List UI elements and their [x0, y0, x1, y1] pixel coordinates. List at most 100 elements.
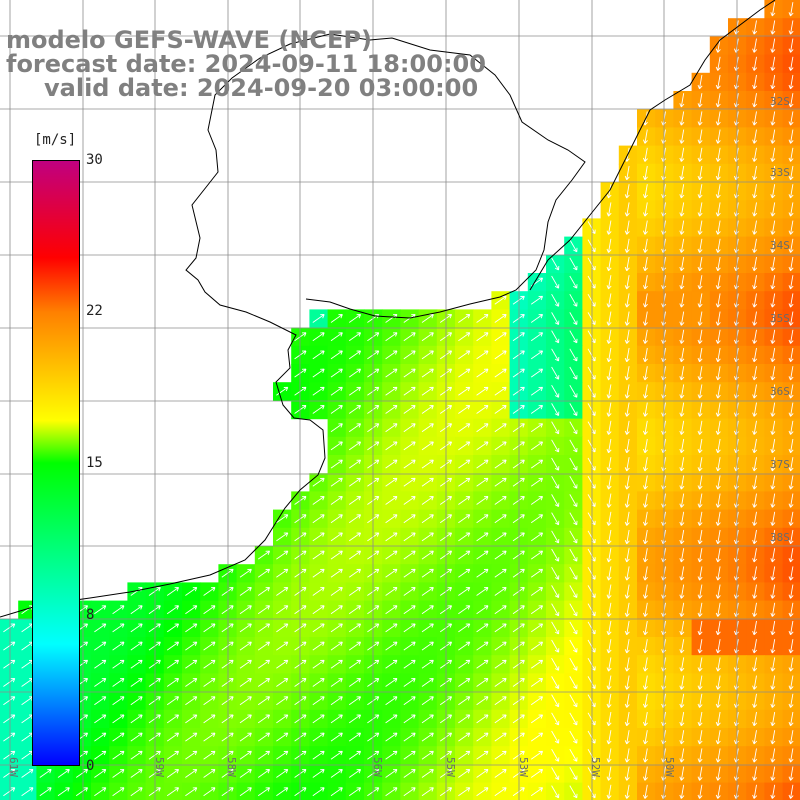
- wind-arrow: [403, 332, 416, 342]
- wind-arrow: [642, 475, 648, 490]
- wind-arrow: [697, 384, 703, 399]
- wind-arrow: [770, 420, 776, 435]
- wind-arrow: [770, 529, 776, 545]
- wind-arrow: [94, 787, 107, 797]
- wind-arrow: [624, 438, 630, 454]
- wind-arrow: [770, 129, 776, 144]
- wind-arrow: [421, 459, 434, 469]
- wind-arrow: [551, 257, 560, 271]
- wind-arrow: [606, 475, 612, 490]
- wind-arrow: [494, 769, 507, 778]
- wind-arrow: [551, 384, 560, 398]
- wind-arrow: [403, 714, 416, 724]
- wind-arrow: [112, 641, 125, 651]
- wind-arrow: [715, 402, 721, 417]
- wind-arrow: [476, 787, 489, 797]
- lon-label-61w: 61W: [7, 757, 20, 777]
- wind-arrow: [494, 295, 507, 305]
- wind-arrow: [642, 184, 648, 199]
- wind-arrow: [494, 332, 507, 342]
- wind-arrow: [239, 714, 252, 724]
- wind-arrow: [494, 441, 507, 451]
- wind-arrow: [385, 386, 398, 396]
- wind-arrow: [697, 548, 703, 563]
- wind-arrow: [624, 202, 630, 217]
- wind-arrow: [421, 659, 434, 669]
- wind-arrow: [788, 184, 794, 199]
- wind-arrow: [752, 184, 758, 199]
- wind-arrow: [330, 696, 343, 706]
- wind-arrow: [312, 514, 325, 524]
- wind-arrow: [788, 711, 794, 727]
- wind-arrow: [679, 493, 685, 508]
- wind-arrow: [642, 657, 648, 672]
- wind-arrow: [203, 750, 216, 760]
- wind-arrow: [3, 750, 16, 760]
- wind-arrow: [697, 329, 703, 344]
- wind-arrow: [551, 676, 560, 689]
- wind-arrow: [530, 386, 544, 396]
- wind-arrow: [257, 587, 271, 596]
- wind-arrow: [21, 787, 34, 797]
- wind-arrow: [75, 769, 89, 778]
- wind-arrow: [494, 623, 507, 633]
- colorbar-unit: [m/s]: [34, 132, 77, 148]
- wind-arrow: [185, 623, 198, 633]
- wind-arrow: [697, 238, 703, 253]
- wind-arrow: [606, 511, 612, 526]
- wind-arrow: [697, 529, 703, 545]
- wind-arrow: [403, 477, 416, 487]
- wind-arrow: [624, 529, 630, 545]
- wind-arrow: [551, 366, 560, 380]
- wind-arrow: [257, 678, 271, 687]
- wind-arrow: [642, 347, 648, 363]
- wind-arrow: [185, 587, 198, 596]
- wind-arrow: [770, 675, 776, 690]
- wind-arrow: [642, 620, 648, 636]
- wind-arrow: [476, 514, 489, 524]
- wind-arrow: [166, 787, 180, 797]
- wind-arrow: [569, 384, 578, 398]
- wind-arrow: [642, 293, 648, 308]
- wind-arrow: [476, 678, 489, 687]
- wind-arrow: [476, 368, 489, 378]
- wind-arrow: [788, 420, 794, 435]
- wind-arrow: [458, 405, 471, 414]
- wind-arrow: [348, 514, 362, 524]
- colorbar-tick-8: 8: [86, 607, 95, 623]
- wind-arrow: [679, 256, 685, 272]
- wind-arrow: [697, 675, 703, 690]
- wind-arrow: [752, 511, 758, 526]
- wind-arrow: [112, 787, 125, 797]
- wind-arrow: [752, 275, 758, 290]
- wind-arrow: [476, 423, 489, 433]
- wind-arrow: [642, 256, 648, 272]
- wind-arrow: [606, 548, 612, 563]
- wind-arrow: [569, 548, 578, 562]
- wind-arrow: [276, 605, 289, 615]
- wind-arrow: [494, 732, 507, 742]
- wind-arrow: [385, 641, 398, 651]
- wind-arrow: [458, 641, 471, 651]
- wind-arrow: [530, 332, 544, 342]
- wind-arrow: [679, 693, 685, 708]
- wind-arrow: [203, 659, 216, 669]
- wind-arrow: [476, 441, 489, 451]
- wind-arrow: [642, 693, 648, 708]
- wind-arrow: [679, 529, 685, 545]
- wind-arrow: [458, 787, 471, 797]
- wind-arrow: [330, 623, 343, 633]
- wind-arrow: [642, 420, 648, 435]
- wind-arrow: [458, 659, 471, 669]
- wind-cell: [782, 782, 800, 800]
- wind-arrow: [330, 441, 343, 451]
- wind-arrow: [330, 532, 343, 542]
- wind-arrow: [788, 311, 794, 326]
- wind-arrow: [551, 475, 560, 489]
- wind-arrow: [458, 441, 471, 451]
- wind-arrow: [257, 750, 271, 760]
- wind-arrow: [385, 405, 398, 414]
- wind-arrow: [421, 787, 434, 797]
- wind-arrow: [642, 639, 648, 654]
- wind-arrow: [606, 256, 612, 272]
